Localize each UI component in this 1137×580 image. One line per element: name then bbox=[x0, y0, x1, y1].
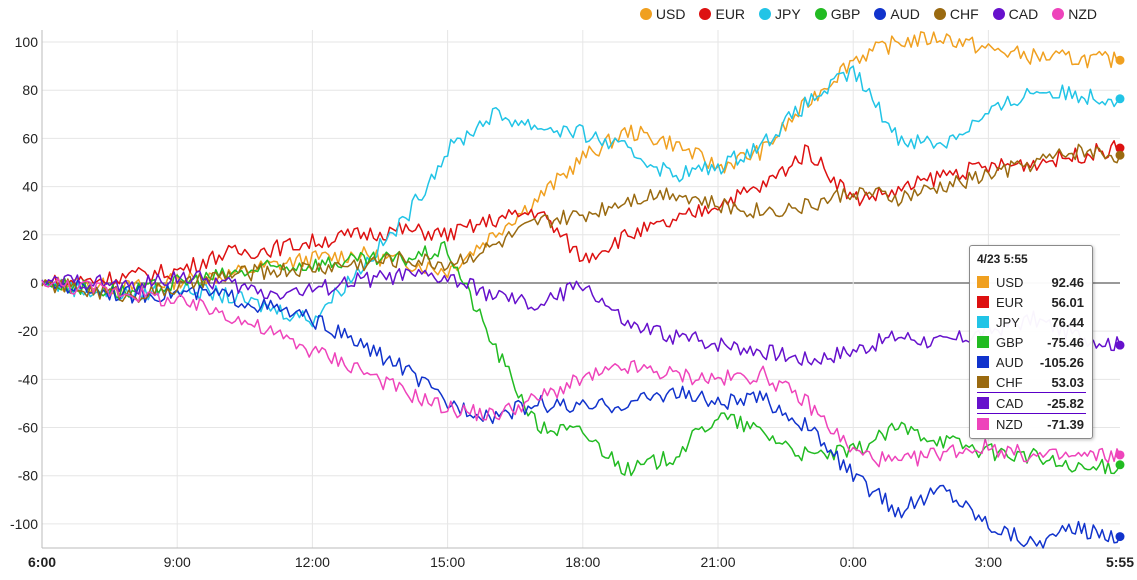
y-tick-label: 40 bbox=[22, 179, 38, 195]
series-line-jpy bbox=[41, 65, 1121, 328]
series-end-marker-jpy bbox=[1115, 94, 1125, 104]
legend-item-aud[interactable]: AUD bbox=[874, 6, 920, 22]
tooltip-row-jpy: JPY 76.44 bbox=[977, 312, 1086, 332]
tooltip-series-value: 56.01 bbox=[1051, 294, 1084, 310]
x-tick-label: 3:00 bbox=[975, 554, 1002, 570]
tooltip-swatch bbox=[977, 376, 989, 388]
hover-tooltip: 4/23 5:55 USD 92.46 EUR 56.01 JPY 76.44 GBP -75… bbox=[969, 245, 1093, 439]
series-end-marker-eur bbox=[1115, 143, 1125, 153]
series-line-eur bbox=[41, 140, 1121, 291]
tooltip-series-name: AUD bbox=[995, 354, 1024, 370]
legend-label: EUR bbox=[715, 6, 746, 22]
tooltip-series-value: 76.44 bbox=[1051, 314, 1084, 330]
series-end-marker-chf bbox=[1115, 150, 1125, 160]
y-tick-label: 0 bbox=[30, 275, 38, 291]
y-tick-label: -60 bbox=[18, 420, 38, 436]
legend-item-usd[interactable]: USD bbox=[639, 6, 686, 22]
legend-label: AUD bbox=[890, 6, 920, 22]
y-tick-label: -80 bbox=[18, 468, 38, 484]
legend-swatch bbox=[874, 8, 887, 20]
tooltip-series-name: EUR bbox=[996, 294, 1024, 310]
y-tick-label: -100 bbox=[10, 516, 38, 532]
y-tick-label: 100 bbox=[15, 34, 39, 50]
series-end-marker-aud bbox=[1115, 532, 1125, 542]
tooltip-swatch bbox=[977, 418, 989, 430]
legend-item-nzd[interactable]: NZD bbox=[1052, 6, 1097, 22]
tooltip-swatch bbox=[977, 336, 989, 348]
tooltip-series-value: -105.26 bbox=[1039, 354, 1084, 370]
tooltip-rows: USD 92.46 EUR 56.01 JPY 76.44 GBP -75.46 AUD -105… bbox=[977, 272, 1086, 434]
x-tick-label: 5:55 bbox=[1106, 554, 1134, 570]
tooltip-series-name: NZD bbox=[996, 416, 1023, 432]
y-tick-label: -40 bbox=[18, 371, 38, 387]
legend-item-chf[interactable]: CHF bbox=[933, 6, 979, 22]
legend-label: JPY bbox=[775, 6, 801, 22]
legend-label: NZD bbox=[1068, 6, 1097, 22]
tooltip-row-gbp: GBP -75.46 bbox=[977, 332, 1086, 352]
legend-swatch bbox=[814, 8, 827, 20]
tooltip-swatch bbox=[977, 356, 989, 368]
legend-swatch bbox=[699, 8, 712, 20]
y-tick-label: 80 bbox=[22, 82, 38, 98]
series-line-aud bbox=[41, 279, 1121, 549]
x-tick-label: 21:00 bbox=[700, 554, 735, 570]
series-line-nzd bbox=[41, 278, 1121, 468]
tooltip-series-name: USD bbox=[996, 274, 1024, 290]
tooltip-series-name: CHF bbox=[996, 374, 1023, 390]
legend-item-cad[interactable]: CAD bbox=[992, 6, 1039, 22]
series-end-marker-usd bbox=[1115, 55, 1125, 65]
tooltip-series-value: -71.39 bbox=[1047, 416, 1084, 432]
legend-item-gbp[interactable]: GBP bbox=[814, 6, 861, 22]
legend-label: USD bbox=[655, 6, 686, 22]
x-tick-label: 15:00 bbox=[430, 554, 465, 570]
legend-label: CAD bbox=[1008, 6, 1039, 22]
tooltip-row-aud: AUD -105.26 bbox=[977, 352, 1086, 372]
tooltip-series-value: -75.46 bbox=[1047, 334, 1084, 350]
y-tick-label: 20 bbox=[22, 227, 38, 243]
x-tick-label: 18:00 bbox=[565, 554, 600, 570]
tooltip-series-value: 53.03 bbox=[1051, 374, 1084, 390]
x-tick-label: 12:00 bbox=[295, 554, 330, 570]
legend-item-jpy[interactable]: JPY bbox=[759, 6, 801, 22]
series-line-chf bbox=[41, 143, 1121, 304]
tooltip-series-name: CAD bbox=[996, 395, 1024, 411]
series-end-marker-gbp bbox=[1115, 460, 1125, 470]
tooltip-row-chf: CHF 53.03 bbox=[977, 372, 1086, 392]
legend-swatch bbox=[759, 8, 772, 20]
tooltip-row-nzd: NZD -71.39 bbox=[977, 414, 1086, 434]
legend-swatch bbox=[1052, 8, 1065, 20]
legend: USD EUR JPY GBP AUD CHF CAD NZD bbox=[639, 6, 1097, 22]
tooltip-row-cad: CAD -25.82 bbox=[977, 392, 1086, 414]
tooltip-row-usd: USD 92.46 bbox=[977, 272, 1086, 292]
x-tick-label: 9:00 bbox=[164, 554, 191, 570]
tooltip-swatch bbox=[977, 296, 989, 308]
y-tick-label: 60 bbox=[22, 130, 38, 146]
legend-label: CHF bbox=[949, 6, 979, 22]
legend-label: GBP bbox=[830, 6, 861, 22]
series-line-usd bbox=[41, 31, 1121, 295]
x-tick-label: 0:00 bbox=[840, 554, 867, 570]
tooltip-series-name: GBP bbox=[996, 334, 1024, 350]
tooltip-swatch bbox=[977, 397, 989, 409]
tooltip-series-value: 92.46 bbox=[1051, 274, 1084, 290]
legend-item-eur[interactable]: EUR bbox=[699, 6, 745, 22]
series-line-cad bbox=[41, 268, 1121, 366]
y-tick-label: -20 bbox=[18, 323, 38, 339]
x-tick-label: 6:00 bbox=[28, 554, 56, 570]
series-end-marker-cad bbox=[1115, 340, 1125, 350]
legend-swatch bbox=[639, 8, 652, 20]
legend-swatch bbox=[992, 8, 1005, 20]
series-end-marker-nzd bbox=[1115, 450, 1125, 460]
tooltip-swatch bbox=[977, 316, 989, 328]
tooltip-series-value: -25.82 bbox=[1047, 395, 1084, 411]
tooltip-series-name: JPY bbox=[996, 314, 1020, 330]
legend-swatch bbox=[933, 8, 946, 20]
tooltip-swatch bbox=[977, 276, 989, 288]
series-line-gbp bbox=[41, 241, 1121, 477]
tooltip-title: 4/23 5:55 bbox=[977, 252, 1028, 266]
tooltip-row-eur: EUR 56.01 bbox=[977, 292, 1086, 312]
